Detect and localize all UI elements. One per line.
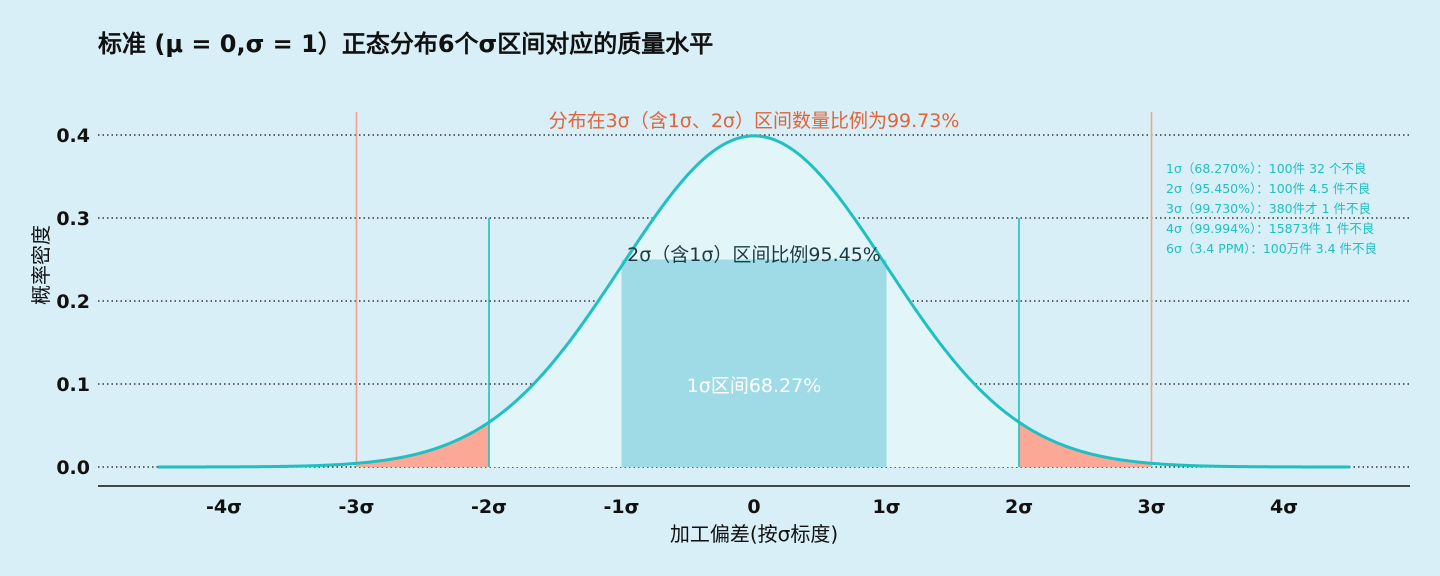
density-curve — [157, 134, 1351, 469]
x-tick-label: 3σ — [1137, 496, 1165, 518]
shaded-areas — [356, 135, 1152, 467]
quality-note: 1σ（68.270%）：100件 32 个不良 — [1166, 161, 1366, 176]
x-tick-label: -3σ — [339, 496, 375, 518]
y-tick-label: 0.2 — [56, 291, 90, 313]
quality-note: 2σ（95.450%）：100件 4.5 件不良 — [1166, 181, 1370, 196]
shaded-region — [356, 422, 489, 467]
y-tick-label: 0.3 — [56, 208, 90, 230]
shaded-region — [1019, 422, 1152, 467]
y-axis-ticks: 0.0 0.1 0.2 0.3 0.4 — [56, 125, 90, 479]
x-tick-label: 2σ — [1005, 496, 1033, 518]
one-sigma-band — [621, 259, 887, 467]
x-tick-label: 0 — [747, 496, 760, 518]
density-curve-group — [157, 134, 1351, 469]
y-axis-label: 概率密度 — [29, 225, 53, 305]
y-tick-label: 0.1 — [56, 374, 90, 396]
x-tick-label: 1σ — [872, 496, 900, 518]
y-tick-label: 0.4 — [56, 125, 90, 147]
one-sigma-annotation: 1σ区间68.27% — [687, 375, 822, 397]
chart-title: 标准 (μ = 0,σ = 1）正态分布6个σ区间对应的质量水平 — [98, 30, 713, 58]
x-tick-label: 4σ — [1270, 496, 1298, 518]
quality-note: 4σ（99.994%）：15873件 1 件不良 — [1166, 221, 1374, 236]
x-axis-ticks: -4σ -3σ -2σ -1σ 0 1σ 2σ 3σ 4σ — [206, 496, 1298, 518]
quality-note: 3σ（99.730%）：380件才 1 件不良 — [1166, 201, 1371, 216]
x-tick-label: -4σ — [206, 496, 242, 518]
y-tick-label: 0.0 — [56, 457, 90, 479]
x-axis-label: 加工偏差(按σ标度) — [670, 522, 838, 546]
two-sigma-annotation: 2σ（含1σ）区间比例95.45% — [627, 244, 881, 266]
quality-level-notes: 1σ（68.270%）：100件 32 个不良 2σ（95.450%）：100件 … — [1166, 161, 1377, 256]
reference-lines — [355, 112, 1153, 467]
quality-note: 6σ（3.4 PPM）：100万件 3.4 件不良 — [1166, 241, 1377, 256]
x-tick-label: -1σ — [604, 496, 640, 518]
x-tick-label: -2σ — [471, 496, 507, 518]
three-sigma-annotation: 分布在3σ（含1σ、2σ）区间数量比例为99.73% — [549, 110, 960, 132]
